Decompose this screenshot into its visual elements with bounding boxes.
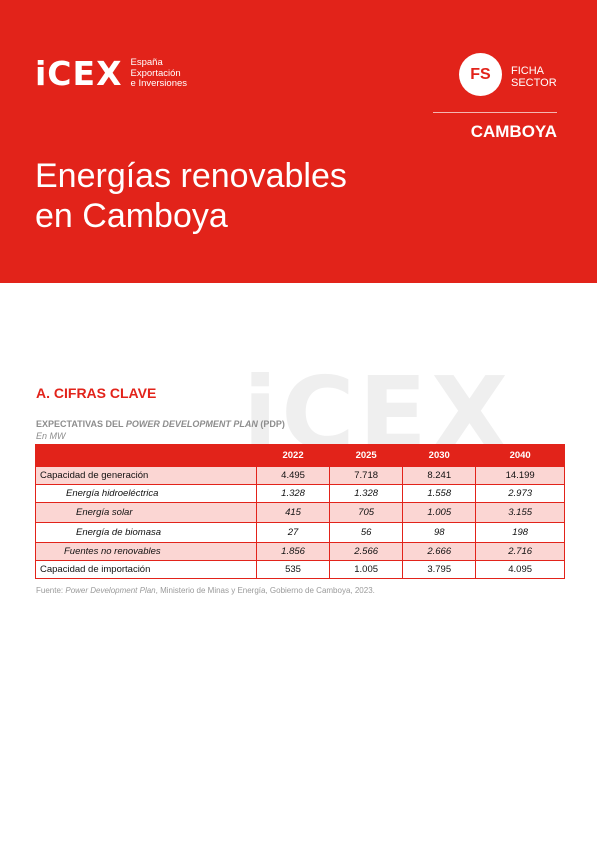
cell: 4.495 [255, 466, 331, 485]
cell: 8.241 [402, 466, 477, 485]
row-label: Energía de biomasa [35, 522, 257, 543]
logo-subtitle: España Exportación e Inversiones [131, 58, 188, 90]
cell: 1.005 [329, 560, 404, 579]
section-title: A. CIFRAS CLAVE [36, 385, 157, 401]
source-prefix: Fuente: [36, 586, 66, 595]
row-label: Fuentes no renovables [35, 542, 257, 561]
source-italic: Power Development Plan [65, 586, 156, 595]
header-cell: 2025 [329, 444, 404, 467]
cell: 2.716 [475, 542, 565, 561]
cell: 198 [475, 522, 565, 543]
caption-suffix: (PDP) [257, 419, 285, 429]
cell: 2.973 [475, 484, 565, 503]
cell: 705 [329, 502, 404, 523]
table-row: Capacidad de importación 535 1.005 3.795… [35, 560, 565, 579]
cell: 27 [255, 522, 331, 543]
cell: 56 [329, 522, 404, 543]
cell: 1.856 [255, 542, 331, 561]
table-row: Energía hidroeléctrica 1.328 1.328 1.558… [35, 484, 565, 503]
country-label: CAMBOYA [470, 122, 557, 141]
title-line: en Camboya [35, 197, 228, 235]
cell: 415 [255, 502, 331, 523]
header-cell: 2040 [475, 444, 565, 467]
cell: 2.566 [329, 542, 404, 561]
caption-prefix: EXPECTATIVAS DEL [36, 419, 126, 429]
source-suffix: , Ministerio de Minas y Energía, Gobiern… [155, 586, 375, 595]
cell: 535 [255, 560, 331, 579]
logo-line: Exportación [130, 67, 181, 79]
page-title: Energías renovables en Camboya [35, 156, 347, 236]
table-row: Capacidad de generación 4.495 7.718 8.24… [35, 466, 565, 485]
caption-italic: POWER DEVELOPMENT PLAN [125, 419, 258, 429]
table-unit: En MW [36, 431, 66, 441]
divider [433, 112, 557, 113]
fs-badge: FS [459, 53, 502, 96]
logo-line: España [130, 57, 163, 69]
logo-mark: iCEX [35, 54, 123, 93]
table-caption: EXPECTATIVAS DEL POWER DEVELOPMENT PLAN … [36, 419, 285, 429]
cell: 3.795 [402, 560, 477, 579]
ficha-sector-label: FICHA SECTOR [511, 65, 557, 89]
cell: 1.328 [329, 484, 404, 503]
badge-line: FICHA [511, 65, 544, 77]
cell: 3.155 [475, 502, 565, 523]
header-cell-blank [35, 444, 257, 467]
badge-line: SECTOR [511, 77, 557, 89]
table-header-row: 2022 2025 2030 2040 [35, 444, 565, 467]
row-label: Energía solar [35, 502, 257, 523]
cell: 14.199 [475, 466, 565, 485]
header-banner: iCEX España Exportación e Inversiones FS… [0, 0, 597, 283]
cell: 1.005 [402, 502, 477, 523]
row-label: Capacidad de generación [35, 466, 257, 485]
cell: 7.718 [329, 466, 404, 485]
row-label: Energía hidroeléctrica [35, 484, 257, 503]
table-row: Energía solar 415 705 1.005 3.155 [35, 502, 565, 523]
cell: 1.328 [255, 484, 331, 503]
header-cell: 2030 [402, 444, 477, 467]
cell: 2.666 [402, 542, 477, 561]
table-row: Energía de biomasa 27 56 98 198 [35, 522, 565, 543]
cell: 4.095 [475, 560, 565, 579]
header-cell: 2022 [255, 444, 331, 467]
pdp-table: 2022 2025 2030 2040 Capacidad de generac… [35, 444, 565, 579]
cell: 1.558 [402, 484, 477, 503]
table-row: Fuentes no renovables 1.856 2.566 2.666 … [35, 542, 565, 561]
source-note: Fuente: Power Development Plan, Minister… [36, 586, 375, 595]
row-label: Capacidad de importación [35, 560, 257, 579]
logo-line: e Inversiones [130, 78, 188, 90]
title-line: Energías renovables [35, 157, 347, 195]
icex-logo: iCEX España Exportación e Inversiones [35, 57, 187, 91]
cell: 98 [402, 522, 477, 543]
